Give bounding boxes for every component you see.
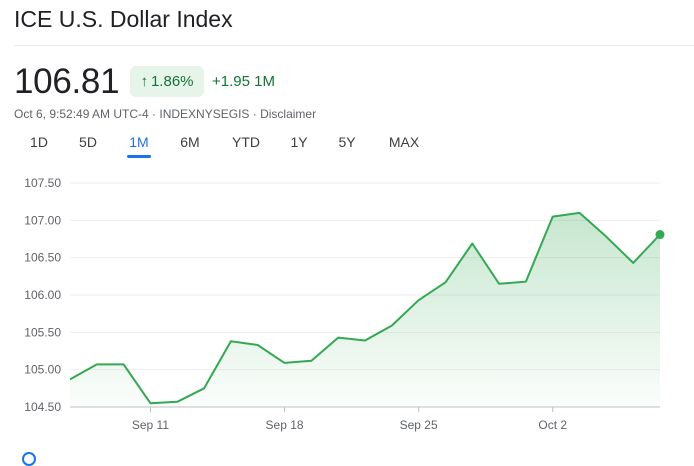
tab-max[interactable]: MAX: [388, 134, 420, 150]
area-fill: [70, 212, 660, 407]
y-axis-labels: 107.50 107.00 106.50 106.00 105.50 105.00 104.…: [24, 176, 61, 414]
active-tab-indicator: [127, 155, 151, 158]
header-divider: [14, 45, 694, 46]
y-tick-label: 105.00: [24, 363, 61, 377]
x-tick-label: Sep 11: [132, 418, 169, 432]
quote-meta: Oct 6, 9:52:49 AM UTC-4 · INDEXNYSEGIS ·…: [14, 107, 317, 121]
y-tick-label: 106.50: [24, 251, 61, 265]
y-tick-label: 104.50: [24, 400, 61, 414]
tab-1d[interactable]: 1D: [30, 134, 48, 150]
more-info-icon: [22, 452, 36, 466]
time-range-tabs: 1D 5D 1M 6M YTD 1Y 5Y MAX: [0, 134, 694, 160]
change-absolute: +1.95 1M: [212, 73, 275, 90]
y-tick-label: 107.00: [24, 213, 61, 227]
chart-points: [655, 230, 665, 240]
current-price: 106.81: [14, 62, 120, 101]
last-point: [655, 230, 665, 240]
tab-1y[interactable]: 1Y: [290, 134, 308, 150]
y-tick-label: 106.00: [24, 288, 61, 302]
tab-ytd[interactable]: YTD: [232, 134, 260, 150]
tab-5d[interactable]: 5D: [79, 134, 97, 150]
change-percent-value: 1.86%: [150, 73, 194, 90]
series-line: [69, 211, 661, 405]
x-tick-label: Oct 2: [538, 418, 567, 432]
change-percent-badge: ↑ 1.86%: [130, 66, 204, 97]
page-title: ICE U.S. Dollar Index: [14, 6, 233, 32]
x-axis: Sep 11 Sep 18 Sep 25 Oct 2: [132, 407, 567, 432]
price-chart[interactable]: 107.50 107.00 106.50 106.00 105.50 105.00 104.…: [0, 170, 694, 438]
tab-1m[interactable]: 1M: [129, 134, 149, 150]
arrow-up-icon: ↑: [140, 73, 148, 90]
y-tick-label: 105.50: [24, 325, 61, 339]
tab-5y[interactable]: 5Y: [338, 134, 356, 150]
chart-line: [69, 211, 661, 405]
chart-area: [70, 212, 660, 407]
x-tick-label: Sep 18: [266, 418, 304, 432]
x-tick-label: Sep 25: [400, 418, 438, 432]
tab-6m[interactable]: 6M: [180, 134, 200, 150]
y-tick-label: 107.50: [24, 176, 61, 190]
